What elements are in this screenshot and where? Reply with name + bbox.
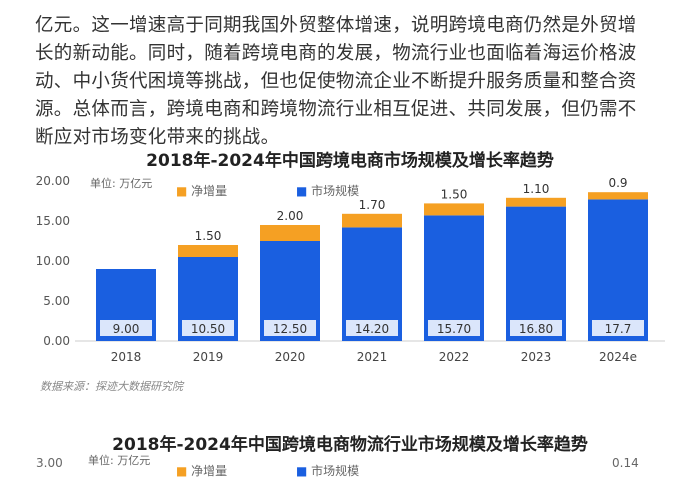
value-label-increase: 1.70 (359, 198, 386, 212)
bar-net-increase (506, 197, 566, 207)
value-label-market: 14.20 (355, 322, 389, 336)
value-label-market: 15.70 (437, 322, 471, 336)
chart2-ytick: 3.00 (36, 456, 63, 470)
value-label-bg (510, 320, 562, 336)
value-label-increase: 2.00 (277, 209, 304, 223)
y-tick-label: 10.00 (36, 254, 70, 268)
value-label-market: 9.00 (113, 322, 140, 336)
value-label-bg (100, 320, 152, 336)
bar-net-increase (588, 192, 648, 200)
value-label-bg (592, 320, 644, 336)
value-label-bg (264, 320, 316, 336)
paragraph-line: 断应对市场变化带来的挑战。 (35, 127, 280, 148)
x-tick-label: 2020 (275, 350, 306, 364)
x-tick-label: 2024e (599, 350, 637, 364)
paragraph-line: 亿元。这一增速高于同期我国外贸整体增速，说明跨境电商仍然是外贸增 (35, 15, 637, 36)
value-label-increase: 1.10 (523, 182, 550, 196)
bar-net-increase (424, 203, 484, 216)
chart2-right-label: 0.14 (612, 456, 639, 470)
x-tick-label: 2019 (193, 350, 224, 364)
value-label-market: 10.50 (191, 322, 225, 336)
bar-net-increase (260, 225, 320, 241)
y-tick-label: 20.00 (36, 174, 70, 188)
value-label-bg (428, 320, 480, 336)
chart1-title: 2018年-2024年中国跨境电商市场规模及增长率趋势 (146, 151, 554, 171)
bar-market-size (588, 199, 648, 341)
y-tick-label: 15.00 (36, 214, 70, 228)
paragraph-line: 动、中小货代困境等挑战，但也促使物流企业不断提升服务质量和整合资 (35, 71, 637, 92)
bar-net-increase (342, 213, 402, 228)
bar-market-size (506, 206, 566, 341)
chart2-legend-market: ■ 市场规模 (296, 464, 360, 478)
chart2-legend-increase: ■ 净增量 (176, 464, 228, 478)
value-label-increase: 0.9 (608, 176, 627, 190)
x-tick-label: 2022 (439, 350, 470, 364)
value-label-market: 12.50 (273, 322, 307, 336)
x-tick-label: 2021 (357, 350, 388, 364)
value-label-increase: 1.50 (441, 187, 468, 201)
value-label-market: 17.7 (605, 322, 632, 336)
chart1-unit: 单位: 万亿元 (90, 177, 153, 190)
paragraph-line: 长的新动能。同时，随着跨境电商的发展，物流行业也面临着海运价格波 (35, 43, 637, 64)
body-paragraph: 亿元。这一增速高于同期我国外贸整体增速，说明跨境电商仍然是外贸增 长的新动能。同… (35, 0, 675, 152)
x-tick-label: 2023 (521, 350, 552, 364)
legend-increase: ■ 净增量 (176, 184, 228, 198)
x-tick-label: 2018 (111, 350, 142, 364)
value-label-bg (346, 320, 398, 336)
paragraph-line: 源。总体而言，跨境电商和跨境物流行业相互促进、共同发展，但仍需不 (35, 99, 637, 120)
data-source: 数据来源：探迹大数据研究院 (40, 380, 183, 393)
y-tick-label: 0.00 (43, 334, 70, 348)
chart2-title: 2018年-2024年中国跨境电商物流行业市场规模及增长率趋势 (112, 435, 588, 455)
value-label-increase: 1.50 (195, 229, 222, 243)
legend-market: ■ 市场规模 (296, 184, 360, 198)
y-tick-label: 5.00 (43, 294, 70, 308)
value-label-bg (182, 320, 234, 336)
value-label-market: 16.80 (519, 322, 553, 336)
bar-net-increase (178, 245, 238, 257)
chart2-unit: 单位: 万亿元 (88, 454, 151, 467)
